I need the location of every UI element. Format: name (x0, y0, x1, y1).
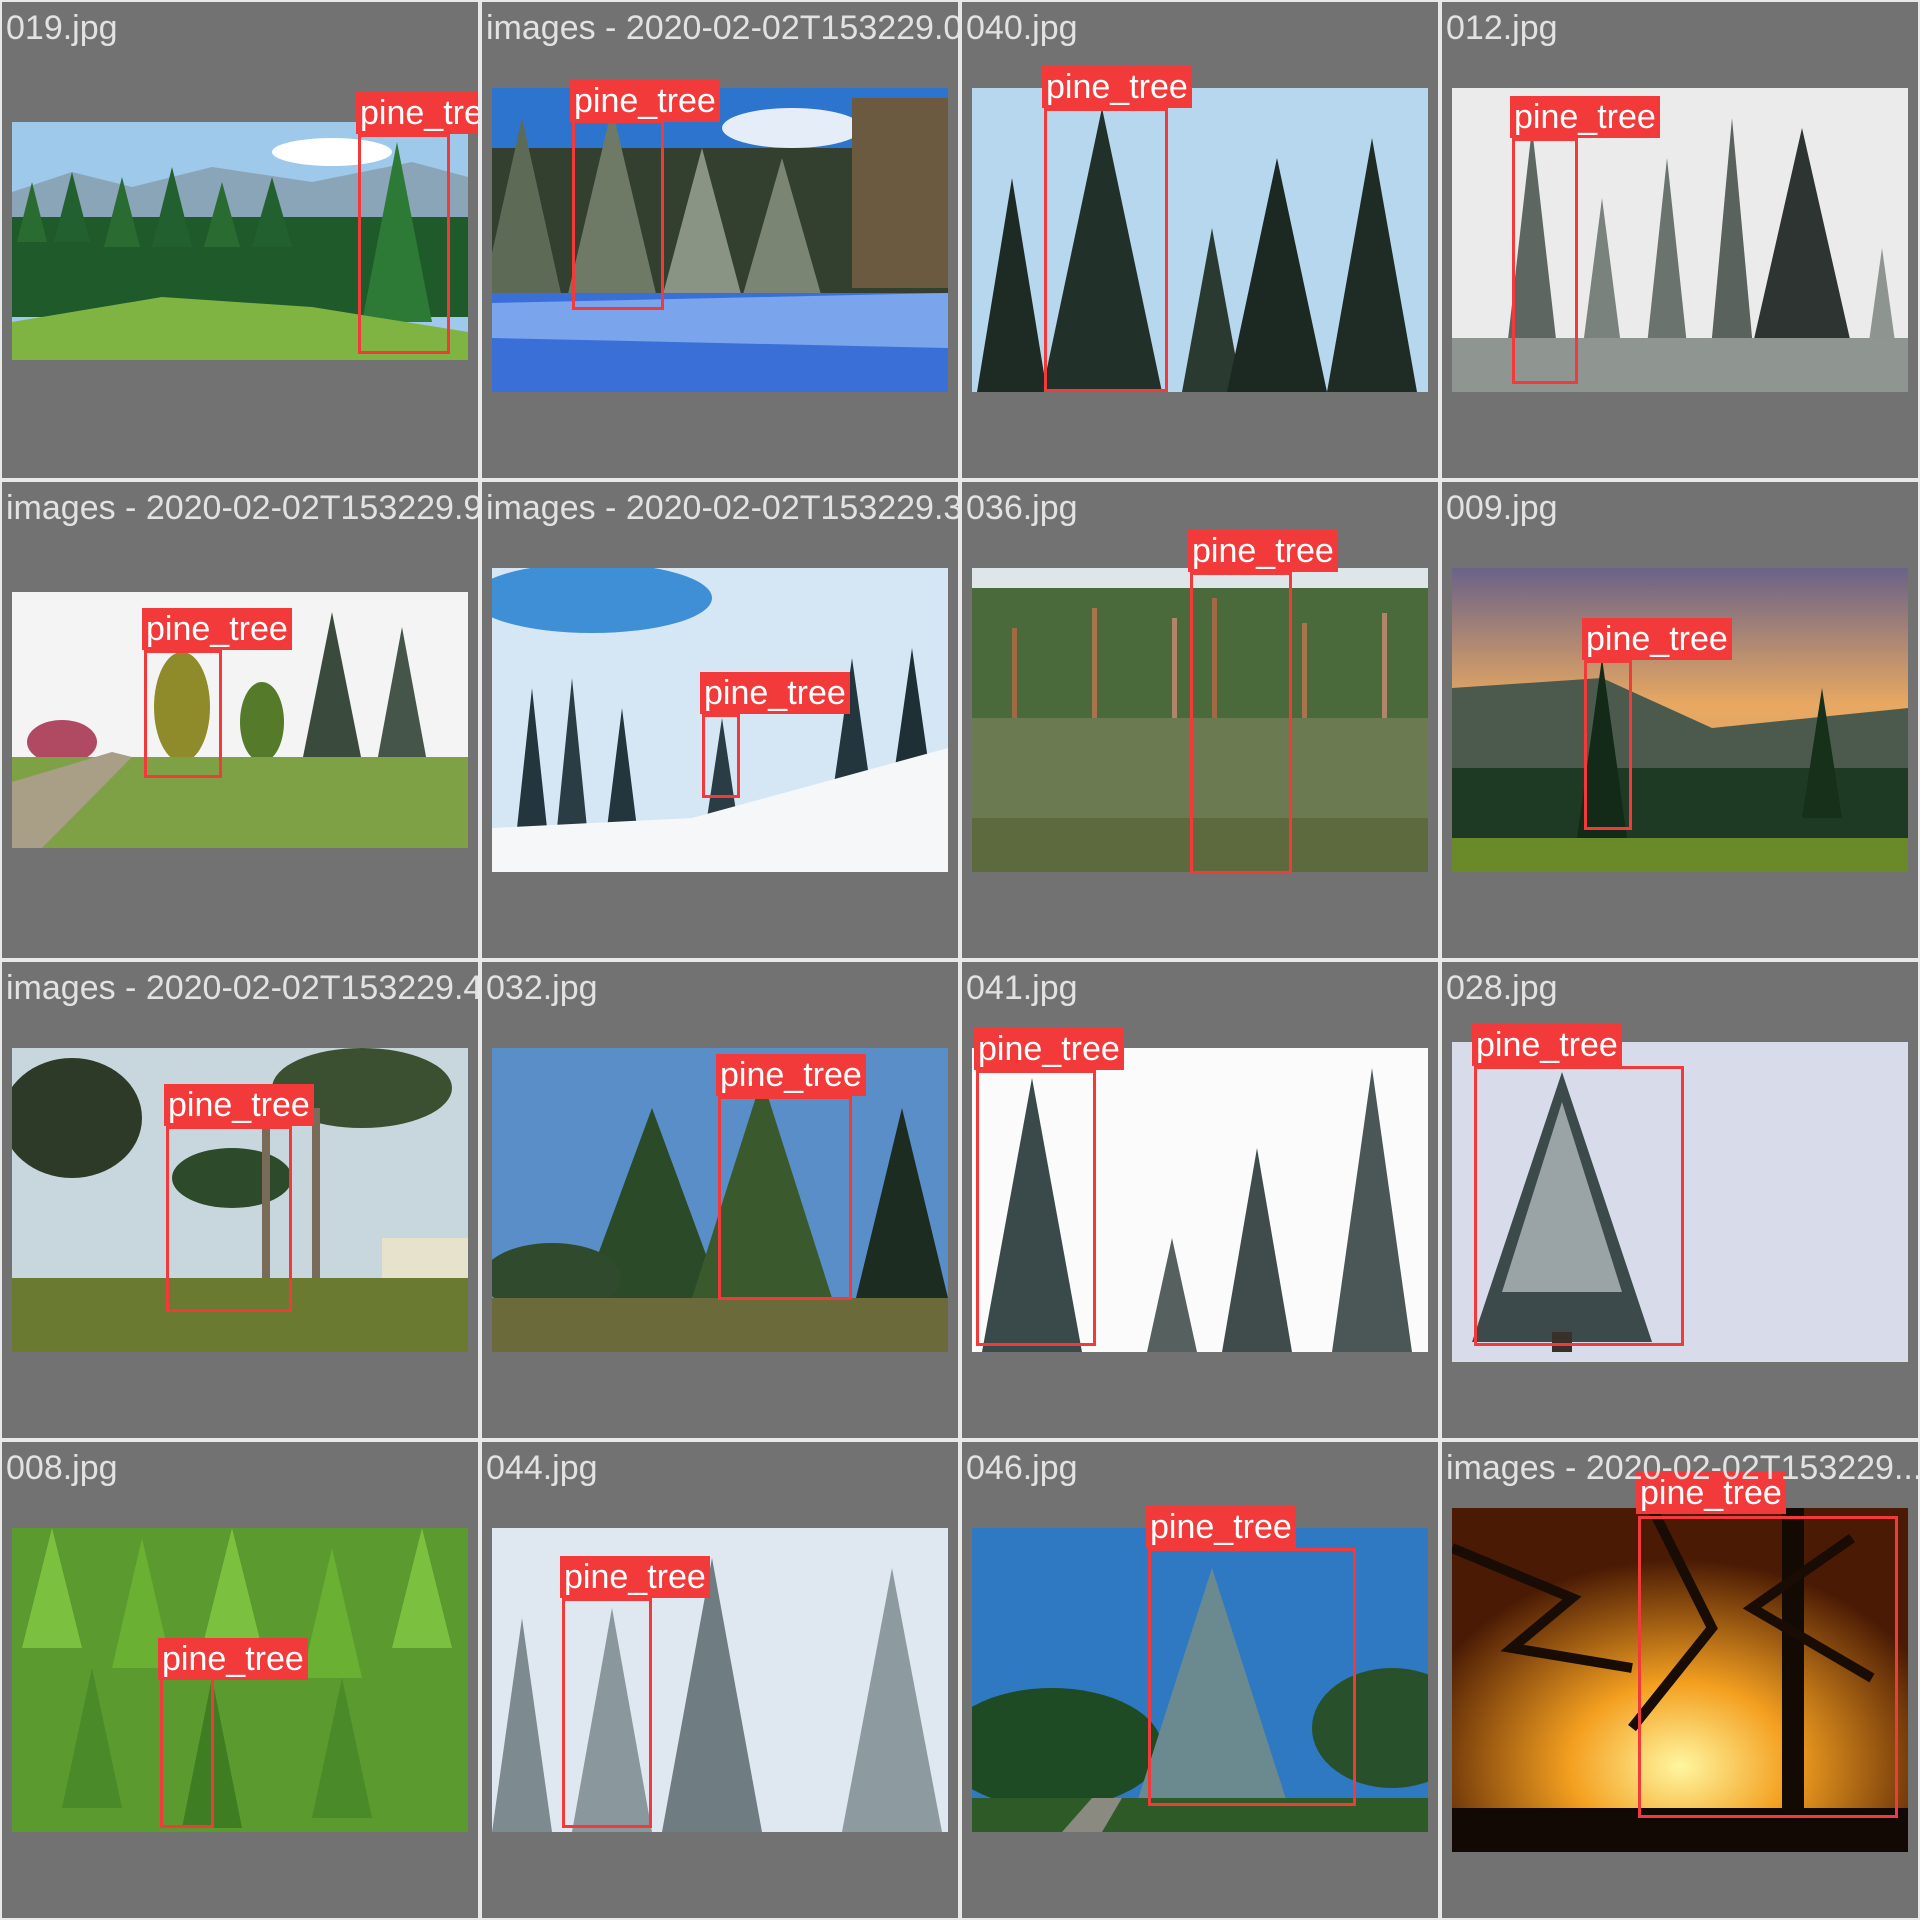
detection-label: pine_tree (1042, 66, 1192, 108)
detection-label: pine_tree (570, 80, 720, 122)
detection-label: pine_tree (1582, 618, 1732, 660)
photo-green-larch-forest (12, 1528, 468, 1832)
detection-label: pine_tree (1188, 530, 1338, 572)
filename-label: images - 2020-02-02T153229.459.jpg (6, 969, 478, 1007)
bounding-box (562, 1598, 652, 1828)
filename-label: images - 2020-02-02T153229.089.jpg (486, 9, 958, 47)
filename-label: 012.jpg (1446, 9, 1558, 47)
grid-cell-032[interactable]: pine_tree 032.jpg (482, 962, 958, 1438)
grid-cell-041[interactable]: pine_tree 041.jpg (962, 962, 1438, 1438)
detection-label: pine_tree (164, 1084, 314, 1126)
photo-forest-meadow (12, 122, 468, 360)
grid-cell-153229-929[interactable]: pine_tree images - 2020-02-02T153229.929… (2, 482, 478, 958)
photo-blue-spruce (972, 1528, 1428, 1832)
bounding-box (166, 1126, 292, 1312)
photo-sunset-valley (1452, 568, 1908, 872)
filename-label: 044.jpg (486, 1449, 598, 1487)
grid-cell-009[interactable]: pine_tree 009.jpg (1442, 482, 1918, 958)
bounding-box (1512, 138, 1578, 384)
detection-label: pine_tree (356, 92, 478, 134)
filename-label: 019.jpg (6, 9, 118, 47)
detection-label: pine_tree (1472, 1024, 1622, 1066)
photo-frosted-spruces (972, 1048, 1428, 1352)
bounding-box (1474, 1066, 1684, 1346)
detection-label: pine_tree (560, 1556, 710, 1598)
grid-cell-153229-089[interactable]: pine_tree images - 2020-02-02T153229.089… (482, 2, 958, 478)
bounding-box (144, 650, 222, 778)
filename-label: 046.jpg (966, 1449, 1078, 1487)
filename-label: 040.jpg (966, 9, 1078, 47)
filename-label: images - 2020-02-02T153229.929.jpg (6, 489, 478, 527)
grid-cell-153229-last[interactable]: pine_tree images - 2020-02-02T153229... (1442, 1442, 1918, 1918)
grid-cell-028[interactable]: pine_tree 028.jpg (1442, 962, 1918, 1438)
detection-label: pine_tree (716, 1054, 866, 1096)
grid-cell-046[interactable]: pine_tree 046.jpg (962, 1442, 1438, 1918)
bounding-box (572, 120, 664, 310)
detection-label: pine_tree (1146, 1506, 1296, 1548)
grid-cell-008[interactable]: pine_tree 008.jpg (2, 1442, 478, 1918)
filename-label: 009.jpg (1446, 489, 1558, 527)
detection-label: pine_tree (974, 1028, 1124, 1070)
grid-cell-153229-459[interactable]: pine_tree images - 2020-02-02T153229.459… (2, 962, 478, 1438)
filename-label: 008.jpg (6, 1449, 118, 1487)
filename-label: 041.jpg (966, 969, 1078, 1007)
bounding-box (1044, 108, 1168, 392)
bounding-box (1584, 660, 1632, 830)
photo-snowy-fir (1452, 1042, 1908, 1362)
bounding-box (1190, 572, 1292, 874)
grid-cell-040[interactable]: pine_tree 040.jpg (962, 2, 1438, 478)
bounding-box (358, 134, 450, 354)
grid-cell-019[interactable]: pine_tree 019.jpg (2, 2, 478, 478)
photo-scots-pines (972, 568, 1428, 872)
photo-snow-slope (492, 568, 948, 872)
filename-label: 036.jpg (966, 489, 1078, 527)
filename-label: 028.jpg (1446, 969, 1558, 1007)
bounding-box (1148, 1548, 1356, 1806)
photo-park-conifers (12, 592, 468, 848)
grid-cell-012[interactable]: pine_tree 012.jpg (1442, 2, 1918, 478)
filename-label: images - 2020-02-02T153229... (1446, 1449, 1918, 1487)
bounding-box (702, 714, 740, 798)
grid-cell-036[interactable]: pine_tree 036.jpg (962, 482, 1438, 958)
bounding-box (160, 1676, 214, 1828)
photo-spruce-tops (972, 88, 1428, 392)
detection-label: pine_tree (1636, 1472, 1786, 1514)
detection-label: pine_tree (700, 672, 850, 714)
bounding-box (718, 1096, 852, 1300)
grid-cell-153229-363[interactable]: pine_tree images - 2020-02-02T153229.363… (482, 482, 958, 958)
detection-label: pine_tree (158, 1638, 308, 1680)
bounding-box (976, 1070, 1096, 1346)
photo-snowy-forest (492, 88, 948, 392)
detection-label: pine_tree (1510, 96, 1660, 138)
grid-cell-044[interactable]: pine_tree 044.jpg (482, 1442, 958, 1918)
filename-label: images - 2020-02-02T153229.363.jpg (486, 489, 958, 527)
bounding-box (1638, 1516, 1898, 1818)
detection-label: pine_tree (142, 608, 292, 650)
filename-label: 032.jpg (486, 969, 598, 1007)
photo-sunset-silhouette (1452, 1508, 1908, 1852)
